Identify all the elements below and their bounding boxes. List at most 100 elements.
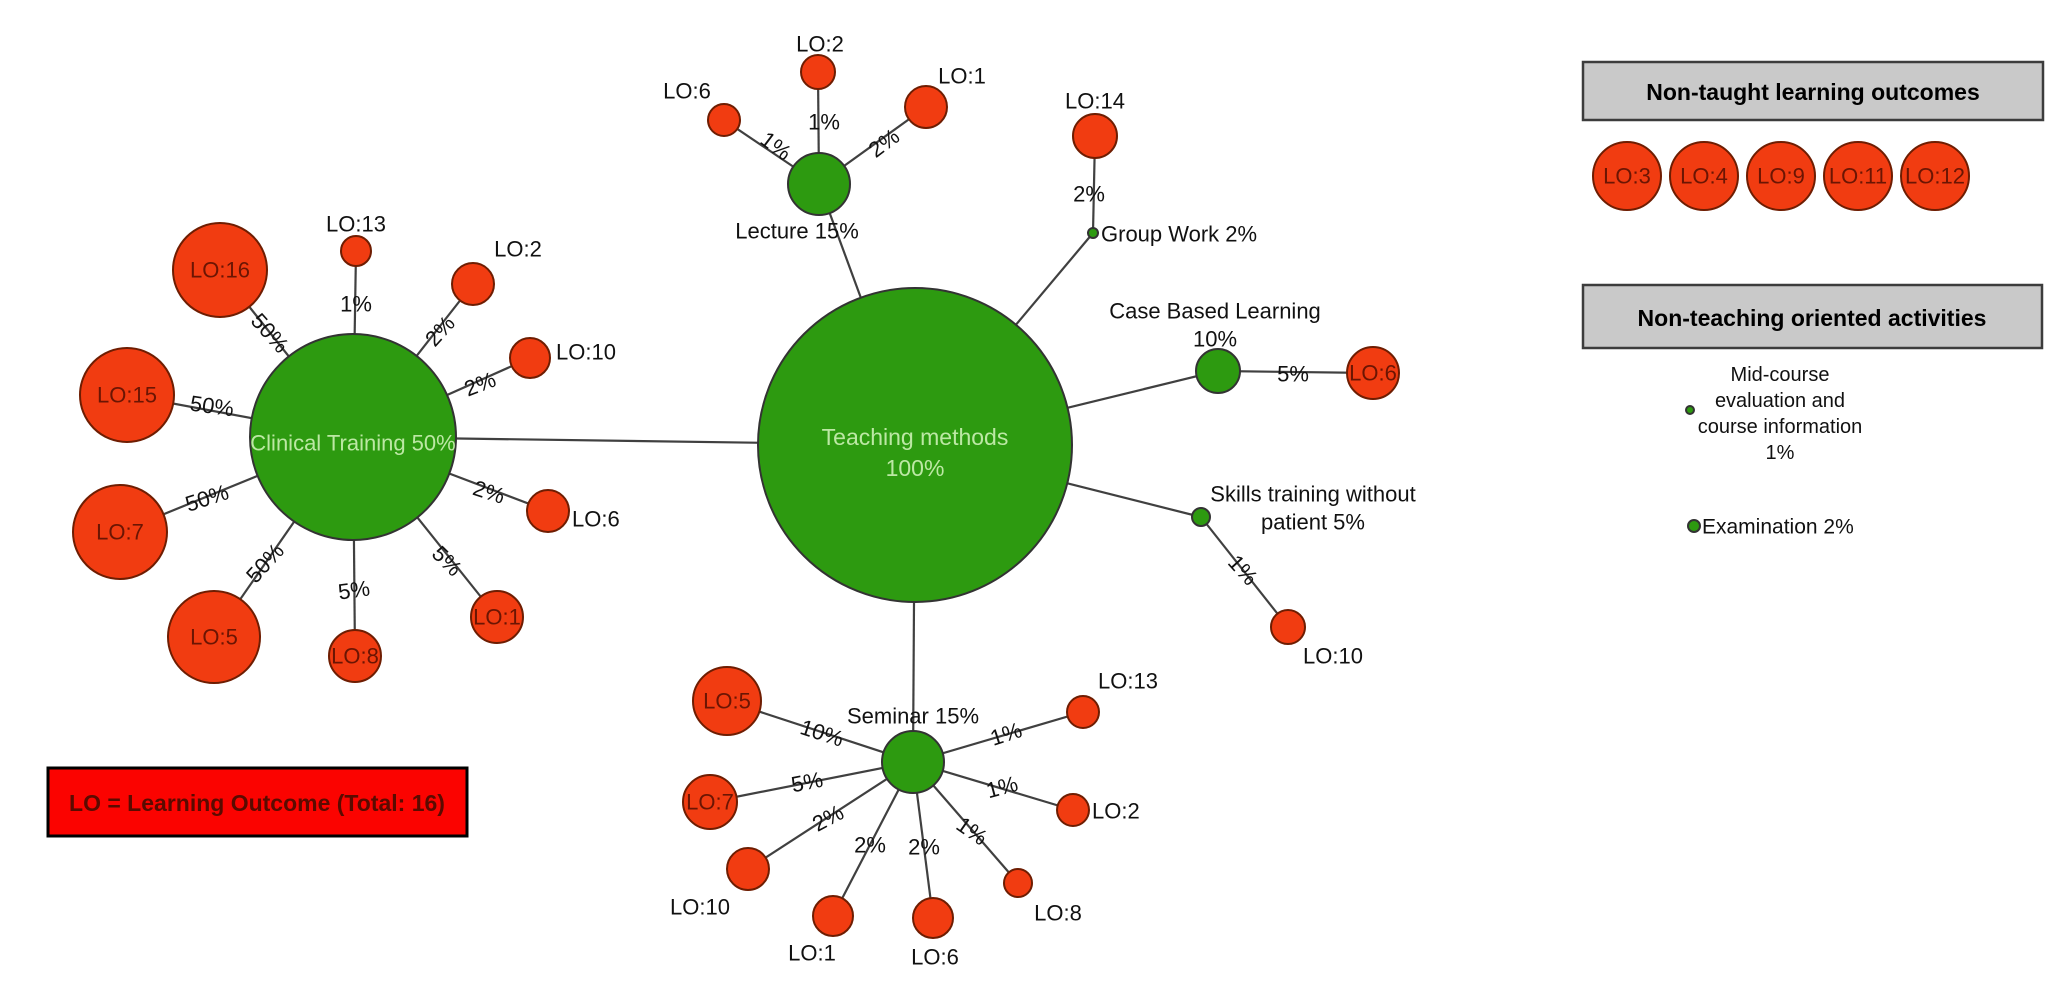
skills-label-line2: patient 5%	[1261, 510, 1365, 535]
seminar-label: Seminar 15%	[847, 704, 979, 729]
lecture-lo6-label: LO:6	[663, 79, 711, 104]
node-seminar-lo6	[912, 897, 954, 939]
seminar-lo6-label: LO:6	[911, 945, 959, 970]
node-clinical-lo7	[72, 484, 168, 580]
node-seminar-lo13	[1066, 695, 1100, 729]
node-clinical-lo8	[328, 629, 382, 683]
clinical-lo6-label: LO:6	[572, 507, 620, 532]
mid-course-line2: evaluation and	[1715, 390, 1845, 412]
edge-label-lecture-lo2: 1%	[808, 110, 840, 135]
edge-label-seminar-lo13: 1%	[987, 717, 1025, 751]
node-casebased-lo6	[1346, 346, 1400, 400]
edge-label-seminar-lo1: 2%	[854, 833, 886, 858]
node-seminar-lo5	[692, 666, 762, 736]
legend-non-taught-title: Non-taught learning outcomes	[1646, 79, 1980, 105]
lecture-lo2-label: LO:2	[796, 32, 844, 57]
edge-seminar-lo7	[709, 760, 914, 804]
legend-lo12-label: LO:12	[1905, 164, 1965, 189]
node-lecture	[787, 152, 851, 216]
clinical-training-label: Clinical Training 50%	[250, 431, 455, 456]
skills-label-line1: Skills training without	[1210, 482, 1415, 507]
node-clinical-lo2	[451, 262, 495, 306]
node-seminar-lo8	[1003, 868, 1033, 898]
examination-label: Examination 2%	[1702, 516, 1854, 539]
node-seminar-lo10	[726, 847, 770, 891]
node-clinical-lo1	[470, 590, 524, 644]
legend-lo11-label: LO:11	[1829, 164, 1887, 189]
note-text: LO = Learning Outcome (Total: 16)	[69, 790, 445, 816]
legend-non-teaching-box	[1581, 283, 2044, 350]
legend-circle-lo3	[1592, 141, 1662, 211]
clinical-lo16-label: LO:16	[190, 258, 250, 283]
legend-non-teaching-title: Non-teaching oriented activities	[1638, 305, 1987, 331]
clinical-lo1-label: LO:1	[473, 605, 521, 630]
nodes	[72, 54, 1400, 939]
edge-label-casebased-lo6: 5%	[1277, 362, 1309, 387]
examination-dot	[1687, 519, 1701, 533]
node-lecture-lo1	[904, 85, 948, 129]
legend-lo4-label: LO:4	[1680, 164, 1728, 189]
node-case-based	[1195, 348, 1241, 394]
node-lecture-lo6	[707, 103, 741, 137]
group-work-label: Group Work 2%	[1101, 222, 1257, 247]
edge-label-clinical-lo6: 2%	[470, 475, 508, 509]
legend-lo9-label: LO:9	[1757, 164, 1805, 189]
edge-label-seminar-lo2: 1%	[983, 771, 1020, 803]
edge-label-clinical-lo10: 2%	[461, 367, 500, 402]
mid-course-line4: 1%	[1766, 442, 1795, 464]
clinical-lo5-label: LO:5	[190, 625, 238, 650]
node-clinical-lo5	[167, 590, 261, 684]
legend-lo3-label: LO:3	[1603, 164, 1651, 189]
case-based-label: Case Based Learning	[1109, 299, 1321, 324]
node-seminar-lo1	[812, 895, 854, 937]
clinical-lo7-label: LO:7	[96, 520, 144, 545]
edge-label-seminar-lo7: 5%	[789, 767, 825, 798]
edge-label-lecture-lo1: 2%	[864, 123, 904, 162]
clinical-lo13-label: LO:13	[326, 212, 386, 237]
legend-non-taught: Non-taught learning outcomes LO:3 LO:4 L…	[1581, 60, 2045, 211]
edge-label-clinical-lo16: 50%	[246, 308, 294, 357]
edge-label-seminar-lo10: 2%	[808, 799, 848, 836]
note: LO = Learning Outcome (Total: 16)	[46, 766, 469, 838]
mid-course-dot	[1685, 405, 1695, 415]
seminar-lo1-label: LO:1	[788, 941, 836, 966]
edge-label-clinical-lo15: 50%	[188, 391, 235, 422]
note-box	[46, 766, 469, 838]
teaching-methods-label: Teaching methods	[822, 424, 1009, 450]
node-clinical-lo13	[340, 235, 372, 267]
edge-seminar-lo10	[747, 761, 914, 870]
teaching-methods-pct: 100%	[886, 455, 945, 481]
seminar-lo10-label: LO:10	[670, 895, 730, 920]
edge-label-clinical-lo7: 50%	[182, 479, 232, 516]
legend-circle-lo12	[1900, 141, 1970, 211]
node-clinical-lo16	[172, 222, 268, 318]
mid-course-line1: Mid-course	[1731, 364, 1830, 386]
lecture-label: Lecture 15%	[735, 219, 859, 244]
legend-non-taught-box	[1581, 60, 2045, 122]
edge-label-seminar-lo6: 2%	[908, 835, 940, 860]
node-seminar-lo2	[1056, 793, 1090, 827]
node-teaching-methods	[757, 287, 1073, 603]
node-seminar-lo7	[682, 774, 738, 830]
node-clinical-training	[249, 333, 457, 541]
seminar-lo5-label: LO:5	[703, 689, 751, 714]
node-clinical-lo10	[509, 337, 551, 379]
legend-circle-lo11	[1823, 141, 1893, 211]
clinical-lo2-label: LO:2	[494, 237, 542, 262]
lecture-lo1-label: LO:1	[938, 64, 986, 89]
edge-label-skills-lo10: 1%	[1223, 550, 1263, 590]
node-clinical-lo6	[526, 489, 570, 533]
mid-course-line3: course information	[1698, 416, 1863, 438]
node-clinical-lo15	[79, 347, 175, 443]
seminar-lo13-label: LO:13	[1098, 669, 1158, 694]
edge-label-clinical-lo5: 50%	[241, 538, 289, 587]
edge-label-clinical-lo13: 1%	[340, 292, 372, 317]
clinical-lo10-label: LO:10	[556, 340, 616, 365]
edge-label-lecture-lo6: 1%	[756, 126, 796, 165]
seminar-lo8-label: LO:8	[1034, 901, 1082, 926]
node-groupwork-lo14	[1072, 113, 1118, 159]
legend-circle-lo4	[1669, 141, 1739, 211]
node-skills-training	[1191, 507, 1211, 527]
